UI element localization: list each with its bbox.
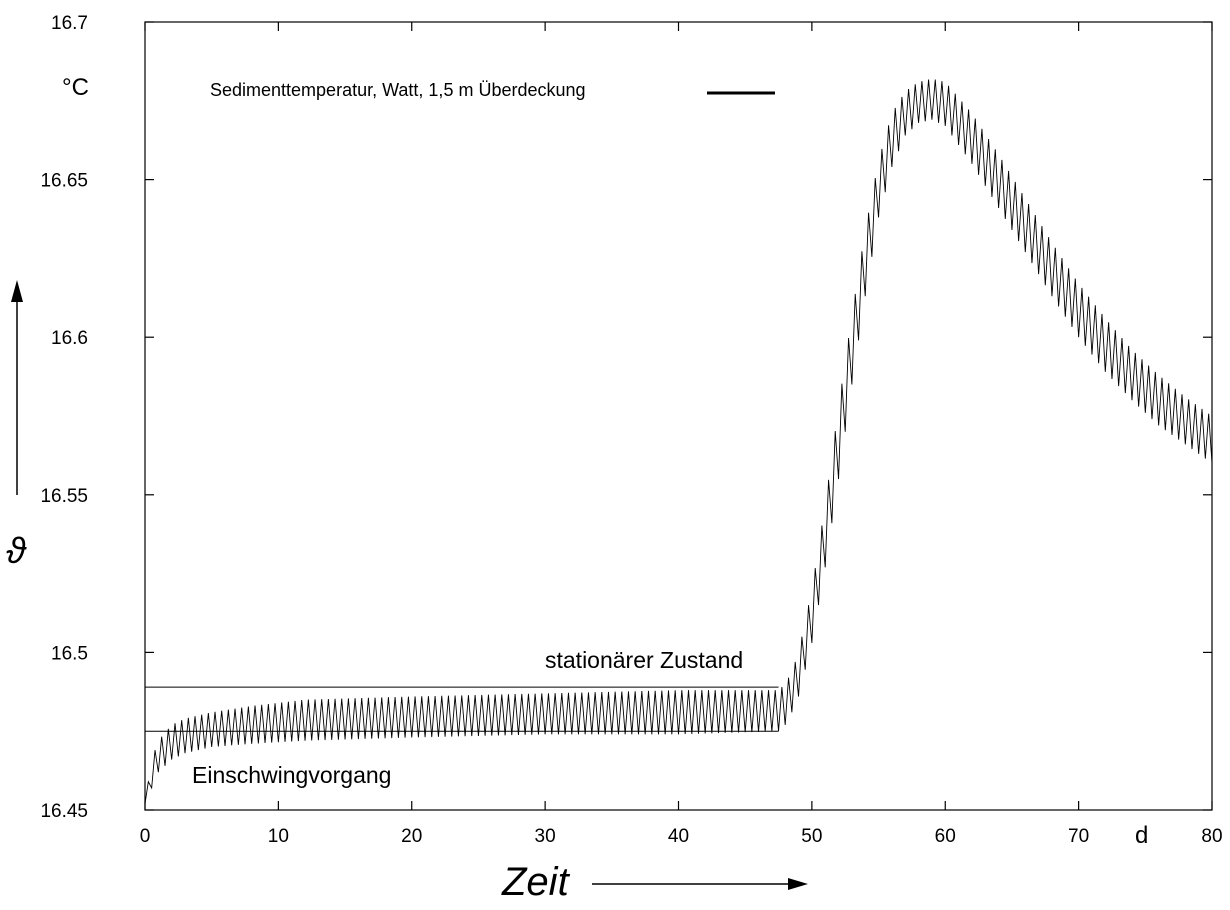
x-unit-label: d (1135, 822, 1148, 849)
y-unit-label: °C (62, 74, 89, 101)
annotation-stationary-state: stationärer Zustand (545, 647, 743, 673)
y-tick-label: 16.65 (40, 171, 88, 192)
x-axis-arrowhead-icon (788, 878, 808, 890)
y-tick-label: 16.7 (51, 13, 88, 34)
y-axis-label: ϑ (6, 530, 27, 571)
x-tick-label: 70 (1068, 826, 1089, 847)
x-tick-label: 0 (140, 826, 151, 847)
x-tick-label: 10 (268, 826, 289, 847)
x-tick-label: 30 (535, 826, 556, 847)
x-tick-label: 20 (401, 826, 422, 847)
plot-frame (144, 21, 1213, 811)
axis-ticks: 0 10 20 30 40 50 60 70 80 16.45 16.5 16.55 16.6 16.65… (40, 13, 1222, 847)
y-tick-label: 16.45 (40, 801, 88, 822)
x-tick-label: 80 (1201, 826, 1222, 847)
y-axis-arrowhead-icon (11, 280, 23, 302)
x-tick-label: 50 (801, 826, 822, 847)
x-axis-label: Zeit (501, 860, 571, 904)
y-tick-label: 16.5 (51, 643, 88, 664)
series-line-sediment-temperature (144, 79, 1213, 804)
annotation-transient: Einschwingvorgang (192, 762, 391, 788)
y-tick-label: 16.6 (51, 328, 88, 349)
legend-entry-label: Sedimenttemperatur, Watt, 1,5 m Überdeck… (210, 80, 586, 100)
x-tick-label: 40 (668, 826, 689, 847)
x-tick-label: 60 (935, 826, 956, 847)
y-tick-label: 16.55 (40, 486, 88, 507)
